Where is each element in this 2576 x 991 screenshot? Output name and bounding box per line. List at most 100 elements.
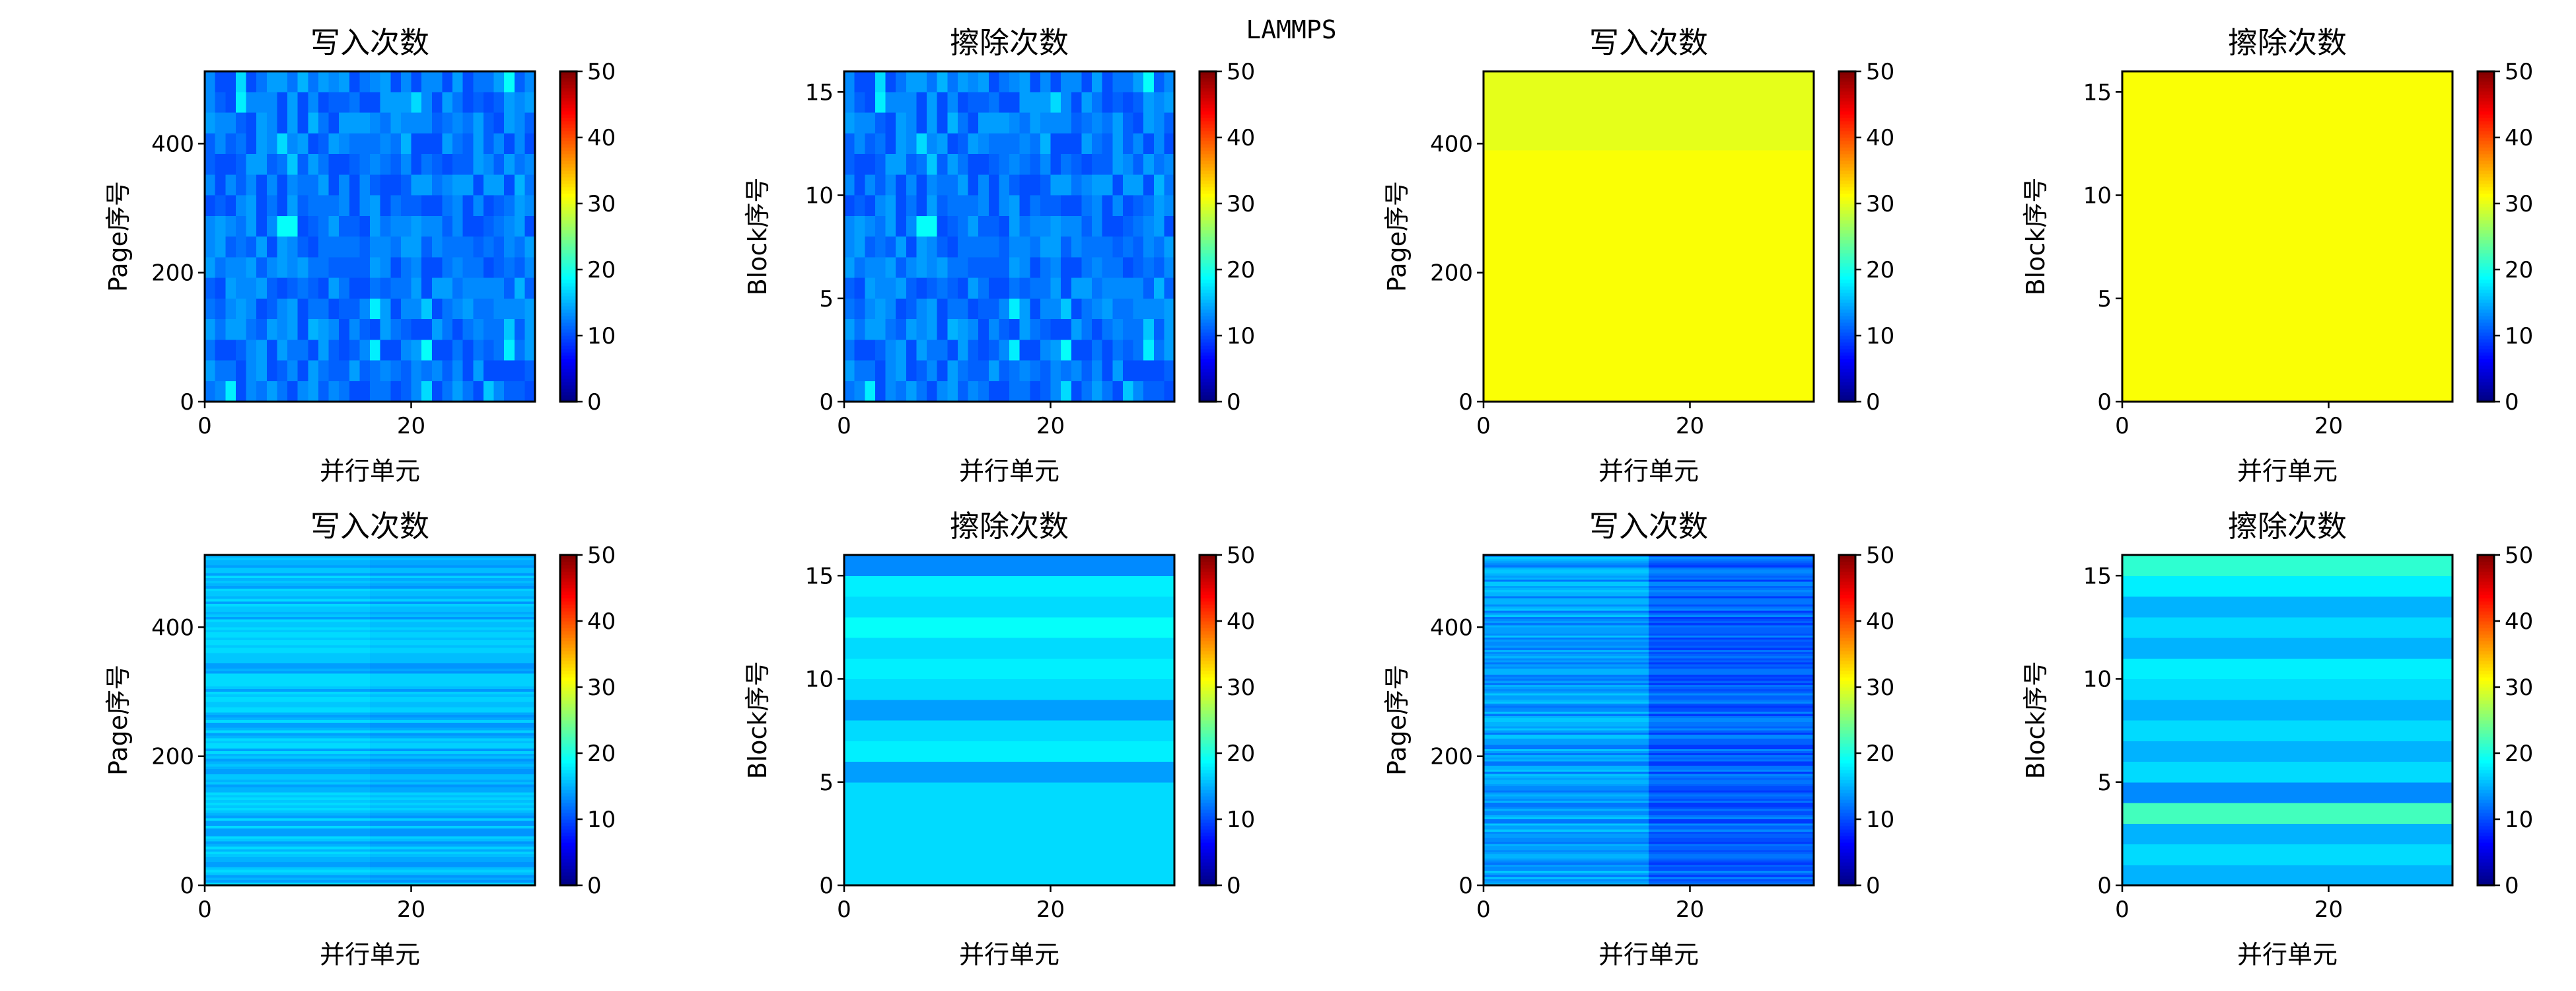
heatmap-cell <box>927 319 938 340</box>
heatmap-cell <box>1102 277 1113 299</box>
heatmap-stripe <box>1484 803 1649 805</box>
heatmap-stripe <box>205 591 370 595</box>
heatmap-stripe <box>370 596 535 600</box>
colorbar-segment <box>560 342 577 346</box>
colorbar-segment <box>1839 180 1855 184</box>
heatmap-cell <box>421 319 433 340</box>
heatmap-cell <box>225 215 236 237</box>
colorbar-segment <box>1839 879 1855 883</box>
heatmap-cell <box>1133 257 1144 279</box>
heatmap-cell <box>1153 277 1164 299</box>
heatmap-stripe <box>205 665 370 669</box>
heatmap-cell <box>937 319 948 340</box>
colorbar-segment <box>1839 647 1855 651</box>
heatmap-stripe <box>1484 728 1649 731</box>
colorbar-segment <box>1199 365 1216 369</box>
colorbar-segment <box>2478 187 2494 191</box>
heatmap-cell <box>246 257 257 279</box>
heatmap-stripe <box>370 807 535 811</box>
heatmap-cell <box>854 277 865 299</box>
heatmap-cells <box>844 71 1175 402</box>
heatmap-row <box>844 720 1174 741</box>
heatmap-cell <box>493 298 505 320</box>
heatmap-cell <box>225 154 236 175</box>
colorbar-tick-label: 50 <box>1866 542 1894 569</box>
heatmap-cell <box>885 174 896 196</box>
heatmap-stripe <box>370 630 535 633</box>
heatmap-cell <box>256 237 268 258</box>
colorbar-tick-label: 40 <box>1227 608 1255 635</box>
heatmap-cell <box>266 360 277 382</box>
heatmap-cell <box>1050 92 1061 114</box>
colorbar-segment <box>560 783 577 787</box>
heatmap-cell <box>896 298 907 320</box>
colorbar-frame <box>1838 70 1857 403</box>
colorbar-segment <box>1199 879 1216 883</box>
colorbar-segment <box>2478 246 2494 250</box>
colorbar-tick-label: 10 <box>2505 807 2533 833</box>
heatmap-cell <box>452 237 464 258</box>
heatmap-cell <box>875 195 886 217</box>
heatmap-stripe <box>205 846 370 850</box>
colorbar-frame <box>1838 554 1857 887</box>
heatmap-cell <box>504 92 515 114</box>
colorbar-segment <box>1199 296 1216 300</box>
colorbar-segment <box>1839 869 1855 873</box>
heatmap-cell <box>473 133 484 155</box>
heatmap-stripe <box>370 583 535 587</box>
colorbar-segment <box>560 657 577 661</box>
heatmap-cell <box>947 215 958 237</box>
heatmap-cell <box>1040 154 1052 175</box>
heatmap-stripe <box>1484 833 1649 836</box>
x-tick-label: 0 <box>837 413 851 439</box>
heatmap-stripe <box>1484 770 1649 772</box>
x-tick-label: 20 <box>1676 897 1704 923</box>
colorbar-segment <box>560 240 577 244</box>
heatmap-cell <box>287 257 299 279</box>
heatmap-cell <box>1071 71 1082 92</box>
colorbar-segment <box>2478 727 2494 731</box>
colorbar-segment <box>1199 568 1216 572</box>
heatmap-stripe <box>1484 618 1649 622</box>
axes-frame <box>843 70 1176 403</box>
heatmap-cell <box>483 340 495 361</box>
heatmap-cell <box>235 298 247 320</box>
y-tick-label: 5 <box>2097 286 2112 312</box>
heatmap-stripe <box>1649 794 1814 797</box>
heatmap-row <box>2122 761 2452 783</box>
heatmap-cell <box>947 195 958 217</box>
colorbar-segment <box>2478 869 2494 873</box>
heatmap-stripe <box>1649 569 1814 572</box>
heatmap-cell <box>442 257 453 279</box>
heatmap-cell <box>1061 237 1072 258</box>
heatmap-cell <box>483 71 495 92</box>
heatmap-cell <box>442 298 453 320</box>
heatmap-cell <box>1164 174 1175 196</box>
heatmap-stripe <box>1484 668 1649 671</box>
colorbar-segment <box>560 180 577 184</box>
colorbar-segment <box>1199 694 1216 698</box>
heatmap-row <box>844 616 1174 638</box>
heatmap-stripe <box>1649 805 1814 807</box>
heatmap-cell <box>308 154 319 175</box>
colorbar-segment <box>2478 737 2494 741</box>
heatmap-stripe <box>1484 588 1649 591</box>
colorbar-segment <box>560 276 577 280</box>
colorbar-segment <box>2478 362 2494 366</box>
heatmap-stripe <box>205 585 370 589</box>
colorbar-segment <box>2478 170 2494 174</box>
heatmap-cell <box>339 215 350 237</box>
colorbar-segment <box>2478 375 2494 379</box>
heatmap-cell <box>906 174 917 196</box>
heatmap-cell <box>400 381 412 402</box>
heatmap-stripe <box>1649 594 1814 597</box>
colorbar-segment <box>1839 714 1855 717</box>
colorbar-segment <box>2478 395 2494 399</box>
colorbar-segment <box>1199 316 1216 320</box>
colorbar-segment <box>560 220 577 224</box>
colorbar-segment <box>560 809 577 813</box>
heatmap-cell <box>318 174 330 196</box>
heatmap-stripe <box>1649 666 1814 669</box>
heatmap-cell <box>277 257 288 279</box>
heatmap-cell <box>493 92 505 114</box>
